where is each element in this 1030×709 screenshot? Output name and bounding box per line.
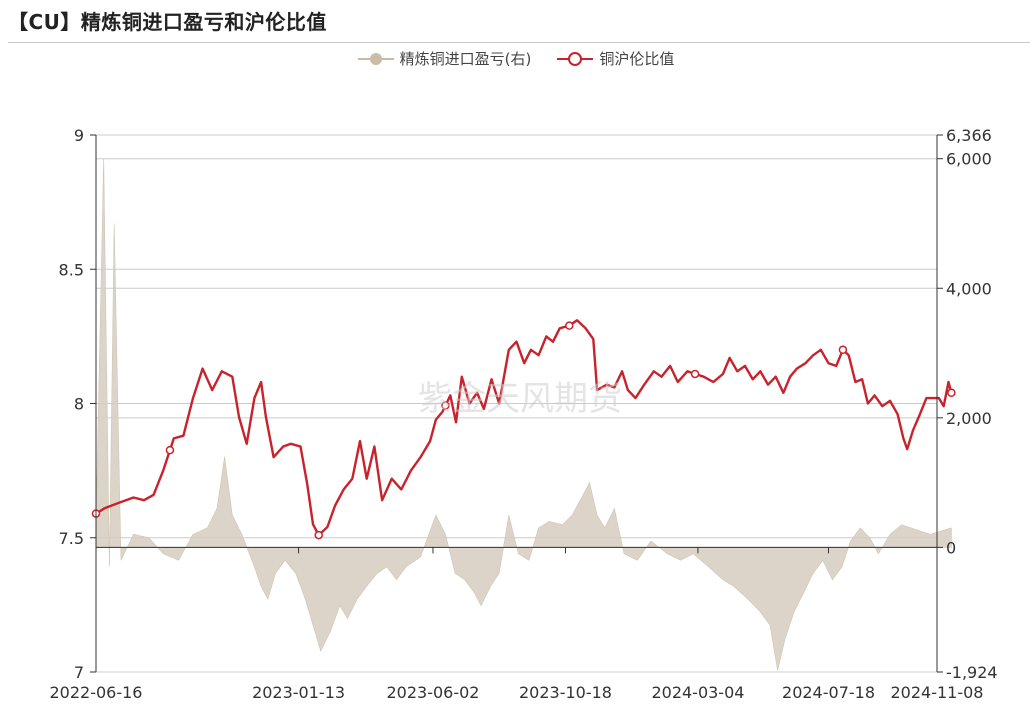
watermark: 紫金天风期货	[418, 379, 622, 419]
right-tick-label: 0	[946, 538, 956, 557]
right-tick-label: 6,000	[946, 150, 992, 169]
legend-label-profit: 精炼铜进口盈亏(右)	[399, 50, 532, 68]
x-tick-label: 2023-06-02	[386, 683, 479, 702]
chart-legend: 精炼铜进口盈亏(右) 铜沪伦比值	[0, 48, 1030, 69]
x-tick-label: 2022-06-16	[50, 683, 143, 702]
profit-area-layer	[95, 158, 952, 671]
ratio-legend-icon	[557, 51, 594, 66]
x-tick-label: 2023-10-18	[519, 683, 612, 702]
ratio-marker	[565, 321, 574, 330]
axes: 7 7.5 8 8.5 9 -1,924 0 2,000 4,000 6,000 6,366 2022…	[50, 126, 998, 702]
right-tick-label: 4,000	[946, 279, 992, 298]
right-tick-label: 6,366	[946, 126, 992, 145]
x-tick-label: 2024-07-18	[782, 683, 875, 702]
ratio-marker	[838, 345, 848, 355]
profit-area	[95, 158, 952, 671]
left-tick-label: 8	[74, 395, 84, 414]
right-tick-label: 2,000	[946, 409, 992, 428]
title-divider	[8, 42, 1030, 43]
x-tick-label: 2023-01-13	[252, 683, 345, 702]
left-tick-label: 7	[74, 663, 84, 682]
ratio-marker	[314, 530, 323, 540]
left-tick-label: 7.5	[59, 529, 84, 548]
right-tick-label: -1,924	[946, 663, 998, 682]
left-tick-label: 8.5	[59, 260, 84, 279]
ratio-marker	[165, 445, 175, 455]
ratio-marker	[441, 401, 450, 410]
ratio-marker	[91, 509, 101, 518]
ratio-line-layer	[91, 319, 956, 540]
left-tick-label: 9	[74, 126, 84, 145]
grid-lines	[96, 134, 937, 673]
chart-title: 【CU】精炼铜进口盈亏和沪伦比值	[8, 10, 327, 34]
ratio-line	[95, 319, 953, 537]
legend-item-ratio[interactable]: 铜沪伦比值	[555, 48, 674, 69]
x-tick-label: 2024-11-08	[891, 683, 984, 702]
legend-item-profit[interactable]: 精炼铜进口盈亏(右)	[356, 48, 532, 69]
legend-label-ratio: 铜沪伦比值	[599, 50, 675, 68]
x-tick-label: 2024-03-04	[651, 683, 744, 702]
profit-legend-icon	[357, 52, 394, 65]
ratio-marker	[690, 369, 700, 379]
ratio-marker	[947, 388, 956, 398]
